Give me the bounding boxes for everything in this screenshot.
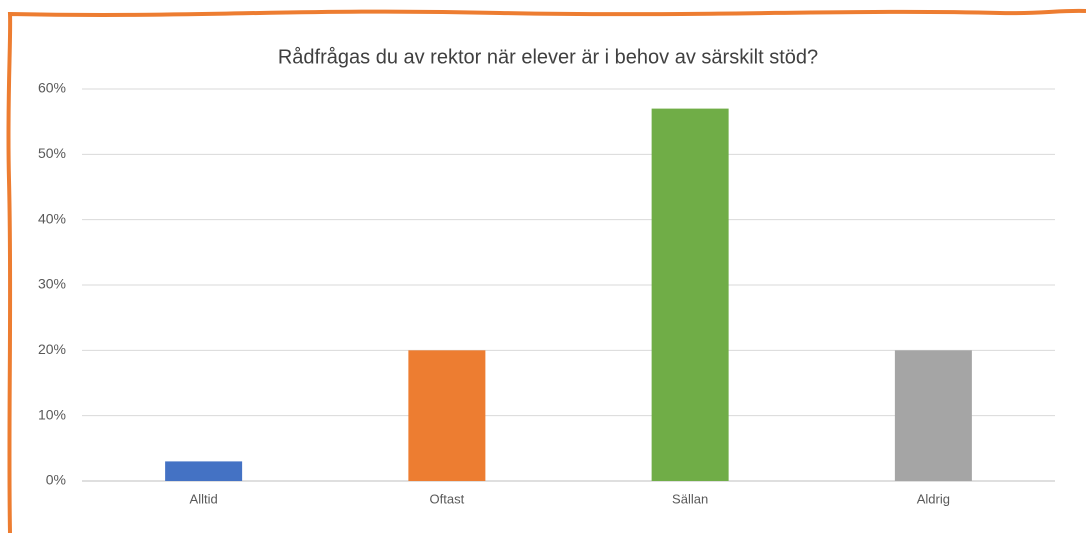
bar — [408, 350, 486, 481]
y-tick-label: 30% — [38, 276, 66, 292]
x-tick-label: Sällan — [672, 491, 708, 506]
y-tick-label: 40% — [38, 210, 66, 226]
y-tick-label: 50% — [38, 145, 66, 161]
y-tick-label: 0% — [46, 472, 66, 488]
x-tick-label: Alltid — [190, 491, 218, 506]
y-tick-label: 60% — [38, 80, 66, 96]
chart-title: Rådfrågas du av rektor när elever är i b… — [278, 46, 818, 68]
bar — [651, 108, 729, 481]
y-tick-label: 20% — [38, 341, 66, 357]
bar — [894, 350, 972, 481]
y-tick-label: 10% — [38, 406, 66, 422]
x-tick-label: Oftast — [430, 491, 465, 506]
x-tick-label: Aldrig — [917, 491, 950, 506]
bar — [165, 461, 243, 481]
frame-border — [6, 8, 1086, 533]
